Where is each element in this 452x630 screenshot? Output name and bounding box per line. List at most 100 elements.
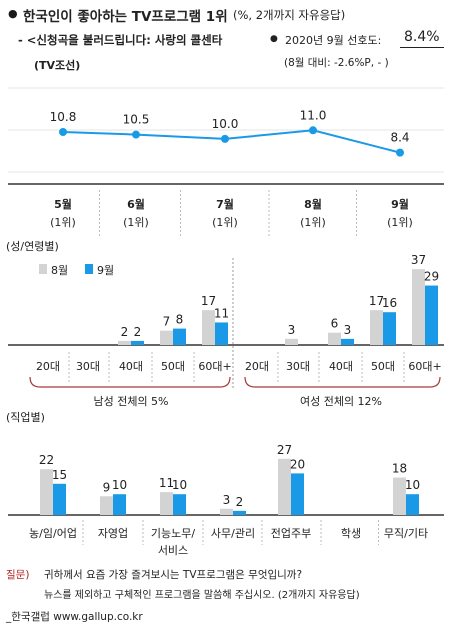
- page-title: 한국인이 좋아하는 TV프로그램 1위: [23, 9, 228, 25]
- bullet-icon: ●: [8, 7, 18, 20]
- group-brace: [29, 376, 231, 388]
- legend-label: 8월: [51, 264, 68, 277]
- bar-9: [291, 473, 304, 515]
- x-tick-label: 무직/기타: [384, 527, 428, 540]
- question-line-1: 귀하께서 요즘 가장 즐겨보시는 TV프로그램은 무엇입니까?: [44, 569, 303, 581]
- bar-9: [215, 322, 228, 345]
- x-tick-label: 60대+: [408, 360, 441, 373]
- rank-label: (1위): [212, 216, 238, 229]
- data-label: 10: [405, 478, 420, 492]
- data-label: 2: [121, 325, 129, 339]
- bar-8: [285, 338, 298, 345]
- legend-label: 9월: [97, 264, 114, 277]
- data-label: 29: [424, 270, 439, 284]
- bar-8: [40, 469, 53, 515]
- bullet-icon: ●: [270, 34, 278, 44]
- x-tick-label: 기능노무/: [151, 527, 195, 540]
- bar-8: [393, 477, 406, 515]
- data-label: 3: [288, 323, 296, 337]
- data-point: [221, 134, 229, 143]
- x-tick-label: 30대: [286, 360, 310, 373]
- data-label: 6: [331, 317, 339, 331]
- bar-8: [412, 269, 425, 345]
- bar-9: [406, 494, 419, 515]
- bar-9: [113, 494, 126, 515]
- legend-swatch-9: [85, 264, 93, 274]
- x-tick-label: 서비스: [158, 544, 188, 557]
- source: _한국갤럽 www.gallup.co.kr: [6, 611, 143, 623]
- bar-8: [220, 508, 233, 515]
- data-label: 37: [411, 253, 426, 267]
- month-label: 2020년 9월 선호도:: [285, 34, 382, 47]
- bar-9: [425, 285, 438, 345]
- bar-9: [173, 494, 186, 515]
- rank-label: (1위): [300, 216, 326, 229]
- data-label: 27: [277, 443, 292, 457]
- x-tick-label: 6월: [127, 197, 145, 211]
- x-tick-label: 50대: [371, 360, 395, 373]
- x-tick-label: 40대: [119, 360, 143, 373]
- data-label: 16: [382, 296, 397, 310]
- bar-8: [328, 332, 341, 345]
- data-label: 10: [172, 478, 187, 492]
- x-tick-label: 20대: [245, 360, 269, 373]
- group-brace: [244, 376, 441, 388]
- bar-8: [202, 310, 215, 345]
- x-tick-label: 40대: [329, 360, 353, 373]
- data-label: 9: [103, 480, 111, 494]
- data-label: 22: [39, 453, 54, 467]
- data-label: 11: [214, 306, 229, 320]
- x-tick-label: 7월: [216, 197, 234, 211]
- data-label: 17: [369, 294, 384, 308]
- bar-8: [118, 340, 131, 345]
- x-tick-label: 50대: [161, 360, 185, 373]
- data-label: 15: [52, 468, 67, 482]
- data-label: 8.4: [390, 131, 409, 145]
- rank-label: (1위): [387, 216, 413, 229]
- x-tick-label: 전업주부: [271, 527, 311, 540]
- data-label: 3: [223, 493, 231, 507]
- data-label: 18: [392, 462, 407, 476]
- data-label: 11: [159, 476, 174, 490]
- x-tick-label: 20대: [36, 360, 60, 373]
- data-label: 10.5: [123, 113, 150, 127]
- data-label: 7: [163, 315, 171, 329]
- month-delta: (8월 대비: -2.6%P, - ): [284, 57, 389, 69]
- bar-8: [160, 330, 173, 345]
- data-point: [309, 126, 317, 135]
- data-label: 10.8: [50, 110, 77, 124]
- bar-8: [370, 310, 383, 345]
- x-tick-label: 사무/관리: [211, 527, 255, 540]
- bar-9: [341, 338, 354, 345]
- x-tick-label: 8월: [304, 197, 322, 211]
- data-point: [59, 128, 67, 136]
- month-value: 8.4%: [404, 29, 440, 45]
- question-line-2: 뉴스를 제외하고 구체적인 프로그램을 말씀해 주십시오. (2개까지 자유응답…: [44, 590, 360, 601]
- data-label: 3: [344, 323, 352, 337]
- bar-9: [53, 483, 66, 515]
- bar-9: [383, 312, 396, 345]
- bar-8: [100, 496, 113, 515]
- data-label: 2: [236, 495, 244, 509]
- month-value-underline: [400, 47, 444, 48]
- data-label: 20: [290, 457, 305, 471]
- legend-swatch-8: [39, 264, 47, 274]
- x-tick-label: 60대+: [198, 360, 231, 373]
- group-label: 여성 전체의 12%: [300, 395, 382, 408]
- section-label: (직업별): [6, 411, 45, 424]
- x-tick-label: 30대: [76, 360, 100, 373]
- x-tick-label: 학생: [341, 527, 361, 540]
- bar-9: [131, 340, 144, 345]
- question-label: 질문): [6, 569, 30, 581]
- x-tick-label: 9월: [391, 197, 409, 211]
- bar-8: [278, 458, 291, 515]
- x-tick-label: 농/임/어업: [29, 527, 77, 540]
- rank-label: (1위): [50, 216, 76, 229]
- bar-8: [160, 492, 173, 515]
- program-name: - <신청곡을 불러드립니다: 사랑의 콜센타: [18, 33, 223, 47]
- data-label: 8: [176, 313, 184, 327]
- data-label: 2: [134, 325, 142, 339]
- x-tick-label: 5월: [54, 197, 72, 211]
- rank-label: (1위): [123, 216, 149, 229]
